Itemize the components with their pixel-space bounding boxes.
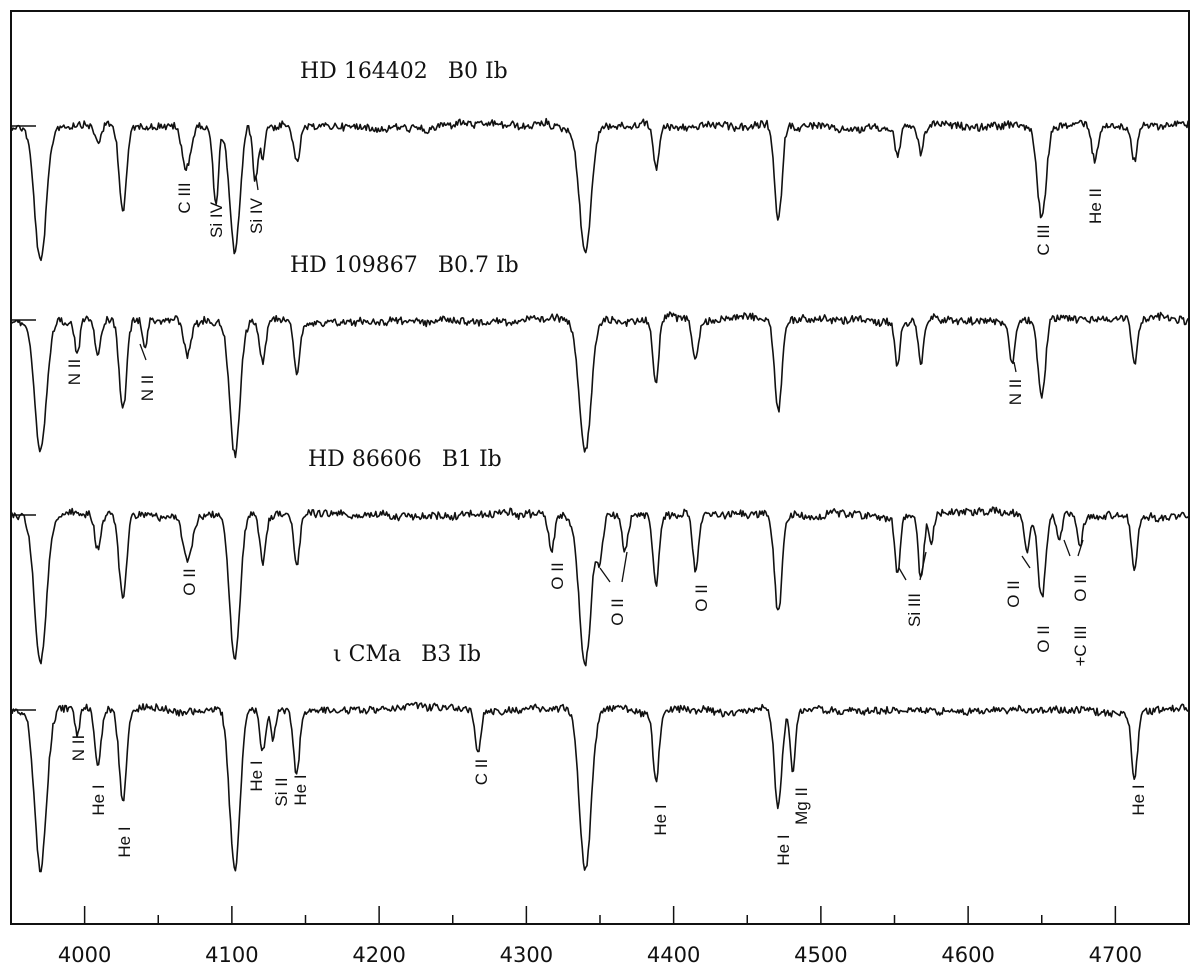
x-tick-label: 4700 [1089, 943, 1142, 967]
x-tick-label: 4400 [647, 943, 700, 967]
x-tick-label: 4600 [941, 943, 994, 967]
spectrum-line-iota-cma [10, 701, 1189, 873]
line-label-he1: He I [115, 826, 134, 857]
line-label-si4: Si IV [247, 197, 266, 234]
spectrum-line-hd86606 [10, 506, 1189, 667]
line-label-he1: He I [247, 760, 266, 791]
star-label-hd86606: HD 86606 B1 Ib [308, 447, 502, 472]
line-label-mg2: Mg II [792, 787, 811, 825]
line-label-he1: He I [1129, 784, 1148, 815]
leader-line [1063, 539, 1071, 557]
line-label-o2: O II [1071, 574, 1090, 601]
line-label-o2: O II [1034, 625, 1053, 652]
x-tick-label: 4100 [205, 943, 258, 967]
leader-line [599, 567, 611, 583]
star-label-hd109867: HD 109867 B0.7 Ib [290, 253, 519, 278]
spectrum-line-hd164402 [10, 117, 1189, 262]
line-label-n2: N II [65, 359, 84, 385]
leader-line [1021, 555, 1031, 569]
plot-frame [10, 10, 1190, 925]
line-label-he1: He I [774, 834, 793, 865]
star-label-hd164402: HD 164402 B0 Ib [300, 59, 508, 84]
line-label-o2: O II [548, 562, 567, 589]
line-label-o2: O II [180, 568, 199, 595]
x-tick-label: 4300 [500, 943, 553, 967]
leader-line [1013, 361, 1017, 373]
x-axis: 4000 4100 4200 4300 4400 4500 4600 4700 [10, 906, 1190, 967]
line-label-o2: O II [692, 584, 711, 611]
line-label-he1: He I [651, 804, 670, 835]
x-tick-label: 4000 [58, 943, 111, 967]
line-label-he1: He I [89, 784, 108, 815]
line-label-c3: C III [1034, 224, 1053, 255]
line-label-si4: Si IV [207, 201, 226, 238]
spectrum-line-hd109867 [10, 311, 1189, 459]
line-label-c3-blend: +C III [1071, 625, 1090, 666]
leader-line [919, 551, 927, 581]
line-label-c2: C II [472, 759, 491, 785]
line-label-o2: O II [608, 598, 627, 625]
line-label-n2: N II [1006, 379, 1025, 405]
line-label-si2: Si II [272, 777, 291, 806]
line-label-c3: C III [175, 182, 194, 213]
line-label-he2: He II [1086, 188, 1105, 224]
line-label-si3: Si III [905, 593, 924, 627]
leader-line [139, 343, 147, 361]
line-label-o2: O II [1004, 580, 1023, 607]
x-tick-label: 4200 [352, 943, 405, 967]
line-label-n2: N II [138, 375, 157, 401]
leader-line [898, 567, 907, 581]
leader-line [621, 551, 628, 583]
x-tick-label: 4500 [794, 943, 847, 967]
leader-line [255, 175, 259, 191]
star-label-iota-cma: ι CMa B3 Ib [333, 642, 481, 667]
leader-line [1077, 539, 1084, 557]
line-label-he1: He I [291, 774, 310, 805]
line-label-n2: N II [69, 735, 88, 761]
